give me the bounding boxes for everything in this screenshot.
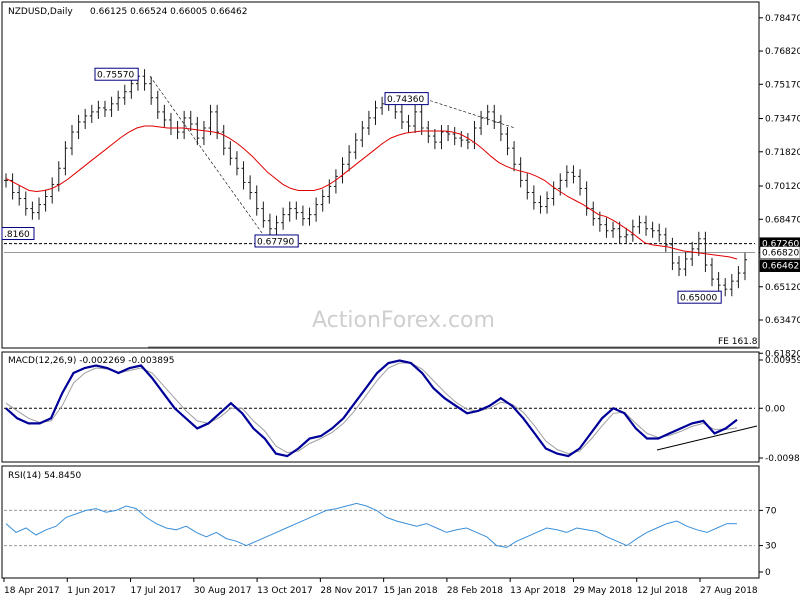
price-right-label-box: [759, 259, 800, 272]
x-tick-label: 28 Nov 2017: [320, 586, 378, 596]
macd-axis: 0.009591 0.00 -0.009879: [4, 356, 800, 464]
price-bars: [4, 69, 747, 297]
symbol-title: NZDUSD,Daily: [8, 7, 73, 17]
price-tick-label: 0.76820: [765, 47, 800, 57]
price-tick-label: 0.70120: [765, 182, 800, 192]
rsi-tick-label: 0: [765, 568, 771, 578]
price-annotation-box: [677, 290, 722, 304]
price-tick-label: 0.78470: [765, 14, 800, 24]
price-tick-label: 0.71820: [765, 148, 800, 158]
price-right-label-box: [759, 246, 800, 259]
fe-label: FE 161.8: [718, 337, 758, 347]
rsi-title: RSI(14) 54.8450: [8, 471, 81, 481]
price-panel: [1, 1, 760, 349]
ohlc-readout: 0.66125 0.66524 0.66005 0.66462: [90, 7, 247, 17]
price-right-label: 0.66462: [762, 262, 799, 272]
price-annotation-box: [254, 234, 299, 248]
price-annotation-box: [94, 67, 139, 81]
x-tick-label: 18 Apr 2017: [4, 586, 60, 596]
price-annotation-label: .8160: [4, 230, 30, 240]
price-tick-label: 0.73470: [765, 115, 800, 125]
rsi-tick-label: 70: [765, 506, 777, 516]
x-tick-label: 30 Aug 2017: [194, 586, 252, 596]
price-tick-label: 0.75170: [765, 80, 800, 90]
x-tick-label: 13 Apr 2018: [510, 586, 566, 596]
price-annotations: 0.75570 0.67790 0.74360 0.65000 .8160: [1, 67, 722, 304]
macd-panel: [1, 351, 760, 463]
price-tick-label: 0.63470: [765, 316, 800, 326]
macd-signal-line: [5, 362, 738, 455]
macd-tick-label: 0.009591: [765, 356, 800, 366]
price-right-label: 0.66820: [762, 249, 799, 259]
macd-tick-label: -0.009879: [765, 454, 800, 464]
price-annotation-label: 0.67790: [257, 237, 294, 247]
rsi-tick-label: 30: [765, 542, 777, 552]
x-tick-label: 12 Jul 2018: [637, 586, 688, 596]
price-right-label: 0.67260: [762, 240, 799, 250]
fib-guide-line: [149, 76, 263, 234]
price-annotation-box: [384, 92, 429, 106]
macd-line: [5, 359, 738, 458]
macd-trendline: [656, 425, 758, 451]
x-tick-label: 29 May 2018: [573, 586, 632, 596]
macd-tick-label: 0.00: [765, 404, 785, 414]
price-annotation-label: 0.74360: [387, 95, 424, 105]
macd-title: MACD(12,26,9) -0.002269 -0.003895: [8, 356, 174, 366]
price-tick-label: 0.65120: [765, 283, 800, 293]
rsi-panel: [1, 465, 760, 579]
rsi-axis: 70 30 0: [4, 506, 777, 578]
moving-average-line: [5, 125, 738, 260]
x-tick-label: 13 Oct 2017: [257, 586, 313, 596]
x-tick-label: 17 Jul 2017: [131, 586, 182, 596]
x-tick-label: 28 Feb 2018: [447, 586, 503, 596]
x-tick-label: 1 Jun 2017: [67, 586, 115, 596]
price-axis: 0.78470 0.76820 0.75170 0.73470 0.71820 0.701…: [759, 14, 800, 359]
watermark-logo: ActionForex.com: [312, 308, 495, 333]
price-annotation-label: 0.65000: [680, 294, 717, 304]
x-axis: 18 Apr 2017 1 Jun 2017 17 Jul 2017 30 Aug 2…: [3, 578, 758, 596]
rsi-line: [5, 502, 738, 548]
x-tick-label: 15 Jan 2018: [384, 586, 438, 596]
price-annotation-box: [1, 227, 35, 241]
price-levels: [4, 243, 755, 254]
price-tick-label: 0.68470: [765, 215, 800, 225]
price-tick-label: 0.61820: [765, 349, 800, 359]
x-tick-label: 27 Aug 2018: [700, 586, 758, 596]
price-annotation-label: 0.75570: [97, 71, 134, 81]
